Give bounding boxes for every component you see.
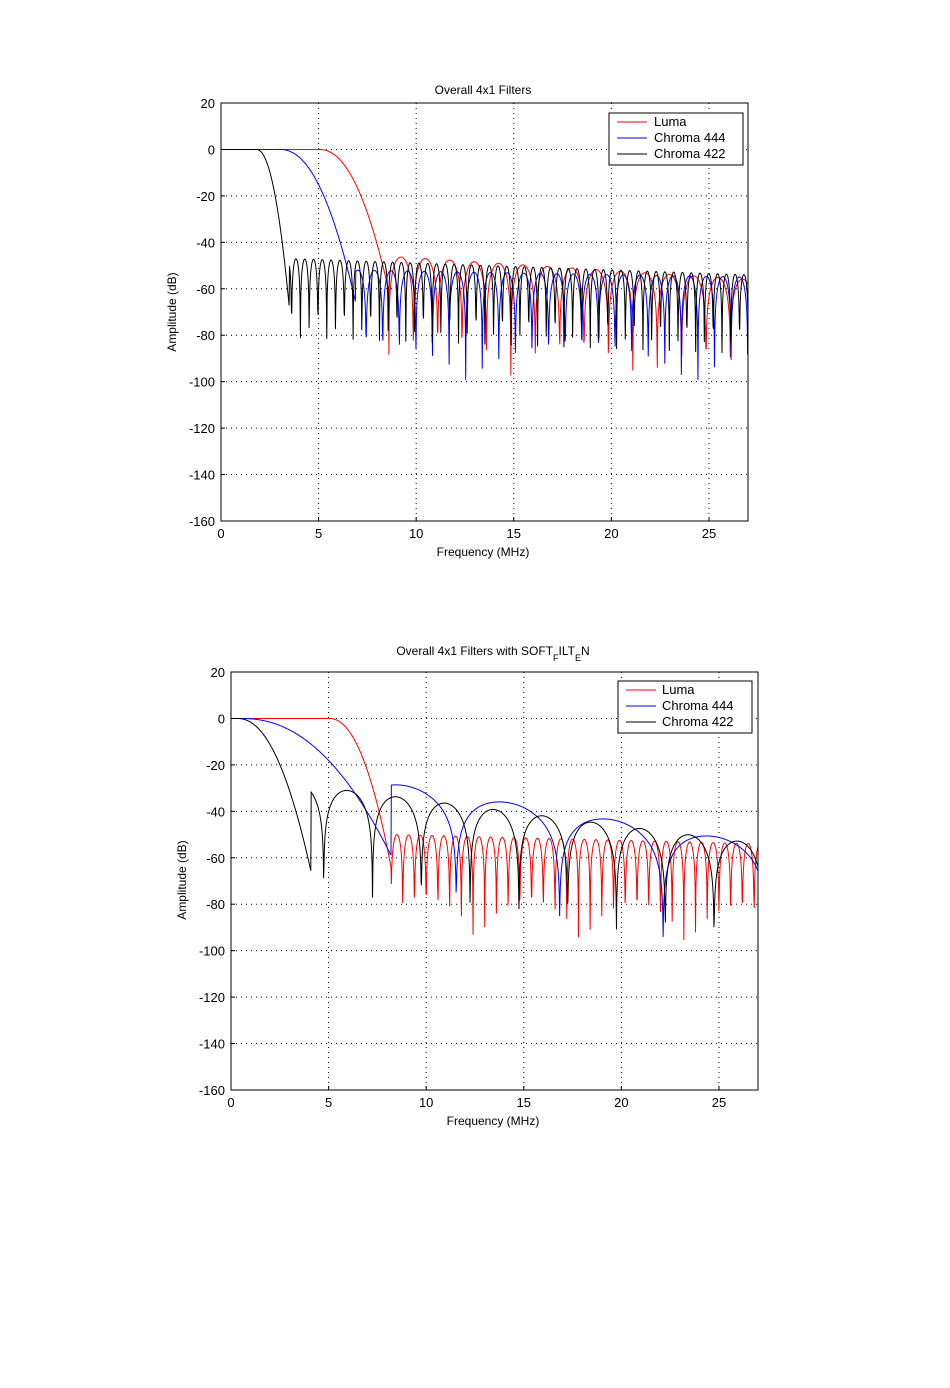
x-tick-label: 25 [702, 526, 716, 541]
y-tick-label: -100 [189, 375, 215, 390]
chart-1-axes-box [220, 102, 749, 522]
x-tick-label: 20 [604, 526, 618, 541]
chart-1-ylabel: Amplitude (dB) [165, 272, 179, 351]
y-tick-label: -60 [206, 851, 225, 866]
chart-2-legend-label-chroma444: Chroma 444 [662, 698, 734, 713]
chart-1-lines [221, 148, 749, 380]
y-tick-label: -160 [189, 514, 215, 529]
chart-1-legend-label-chroma444: Chroma 444 [654, 130, 726, 145]
y-tick-label: -160 [199, 1083, 225, 1098]
x-tick-label: 15 [507, 526, 521, 541]
chart-2-title-sub2: E [575, 653, 581, 663]
y-tick-label: -140 [199, 1037, 225, 1052]
chart-2-title: Overall 4x1 Filters with SOFTFILTEN [396, 644, 589, 663]
x-tick-label: 20 [614, 1095, 628, 1110]
chart-1: Overall 4x1 Filters Frequency (MHz) Ampl… [165, 83, 749, 559]
x-tick-label: 10 [419, 1095, 433, 1110]
x-tick-label: 5 [315, 526, 322, 541]
series-line-chroma-422 [221, 148, 749, 353]
x-tick-label: 0 [217, 526, 224, 541]
chart-2-title-main: Overall 4x1 Filters with SOFT [396, 644, 553, 658]
chart-2-title-end: N [581, 644, 590, 658]
y-tick-label: -20 [196, 189, 215, 204]
y-tick-label: 20 [211, 665, 225, 680]
chart-2-lines [231, 717, 759, 941]
chart-2: Overall 4x1 Filters with SOFTFILTEN Freq… [175, 644, 759, 1128]
x-tick-label: 15 [517, 1095, 531, 1110]
chart-2-title-sub1: F [553, 653, 559, 663]
y-tick-label: 0 [208, 142, 215, 157]
y-tick-label: -40 [206, 804, 225, 819]
y-tick-label: 0 [218, 711, 225, 726]
series-line-chroma-422 [231, 717, 759, 930]
y-tick-label: -80 [206, 897, 225, 912]
x-tick-label: 0 [227, 1095, 234, 1110]
y-tick-label: -40 [196, 235, 215, 250]
chart-2-legend-label-chroma422: Chroma 422 [662, 714, 734, 729]
chart-2-title-mid: ILT [559, 644, 576, 658]
y-tick-label: -60 [196, 282, 215, 297]
chart-2-xlabel: Frequency (MHz) [447, 1114, 540, 1128]
chart-1-title: Overall 4x1 Filters [435, 83, 532, 97]
series-line-chroma-444 [231, 717, 759, 937]
y-tick-label: -100 [199, 944, 225, 959]
chart-2-ticks: 0 5 10 15 20 25 20 0 -20 -40 -60 -80 -100 -120 -140 -16… [199, 665, 726, 1110]
x-tick-label: 25 [712, 1095, 726, 1110]
y-tick-label: -140 [189, 468, 215, 483]
series-line-chroma-444 [221, 148, 749, 380]
chart-2-axes-box [230, 671, 759, 1091]
y-tick-label: 20 [201, 96, 215, 111]
chart-2-legend-label-luma: Luma [662, 682, 695, 697]
chart-1-legend: Luma Chroma 444 Chroma 422 [608, 112, 744, 166]
chart-1-ticks: 0 5 10 15 20 25 20 0 -20 -40 -60 -80 -100 -120 -140 -16… [189, 96, 716, 541]
y-tick-label: -120 [199, 990, 225, 1005]
series-line-luma [231, 717, 759, 941]
chart-2-ylabel: Amplitude (dB) [175, 840, 189, 919]
chart-1-legend-label-chroma422: Chroma 422 [654, 146, 726, 161]
y-tick-label: -120 [189, 421, 215, 436]
chart-1-legend-label-luma: Luma [654, 114, 687, 129]
y-tick-label: -80 [196, 328, 215, 343]
x-tick-label: 5 [325, 1095, 332, 1110]
y-tick-label: -20 [206, 758, 225, 773]
chart-2-grid [231, 672, 758, 1090]
chart-2-legend: Luma Chroma 444 Chroma 422 [617, 680, 753, 734]
x-tick-label: 10 [409, 526, 423, 541]
chart-1-xlabel: Frequency (MHz) [437, 545, 530, 559]
